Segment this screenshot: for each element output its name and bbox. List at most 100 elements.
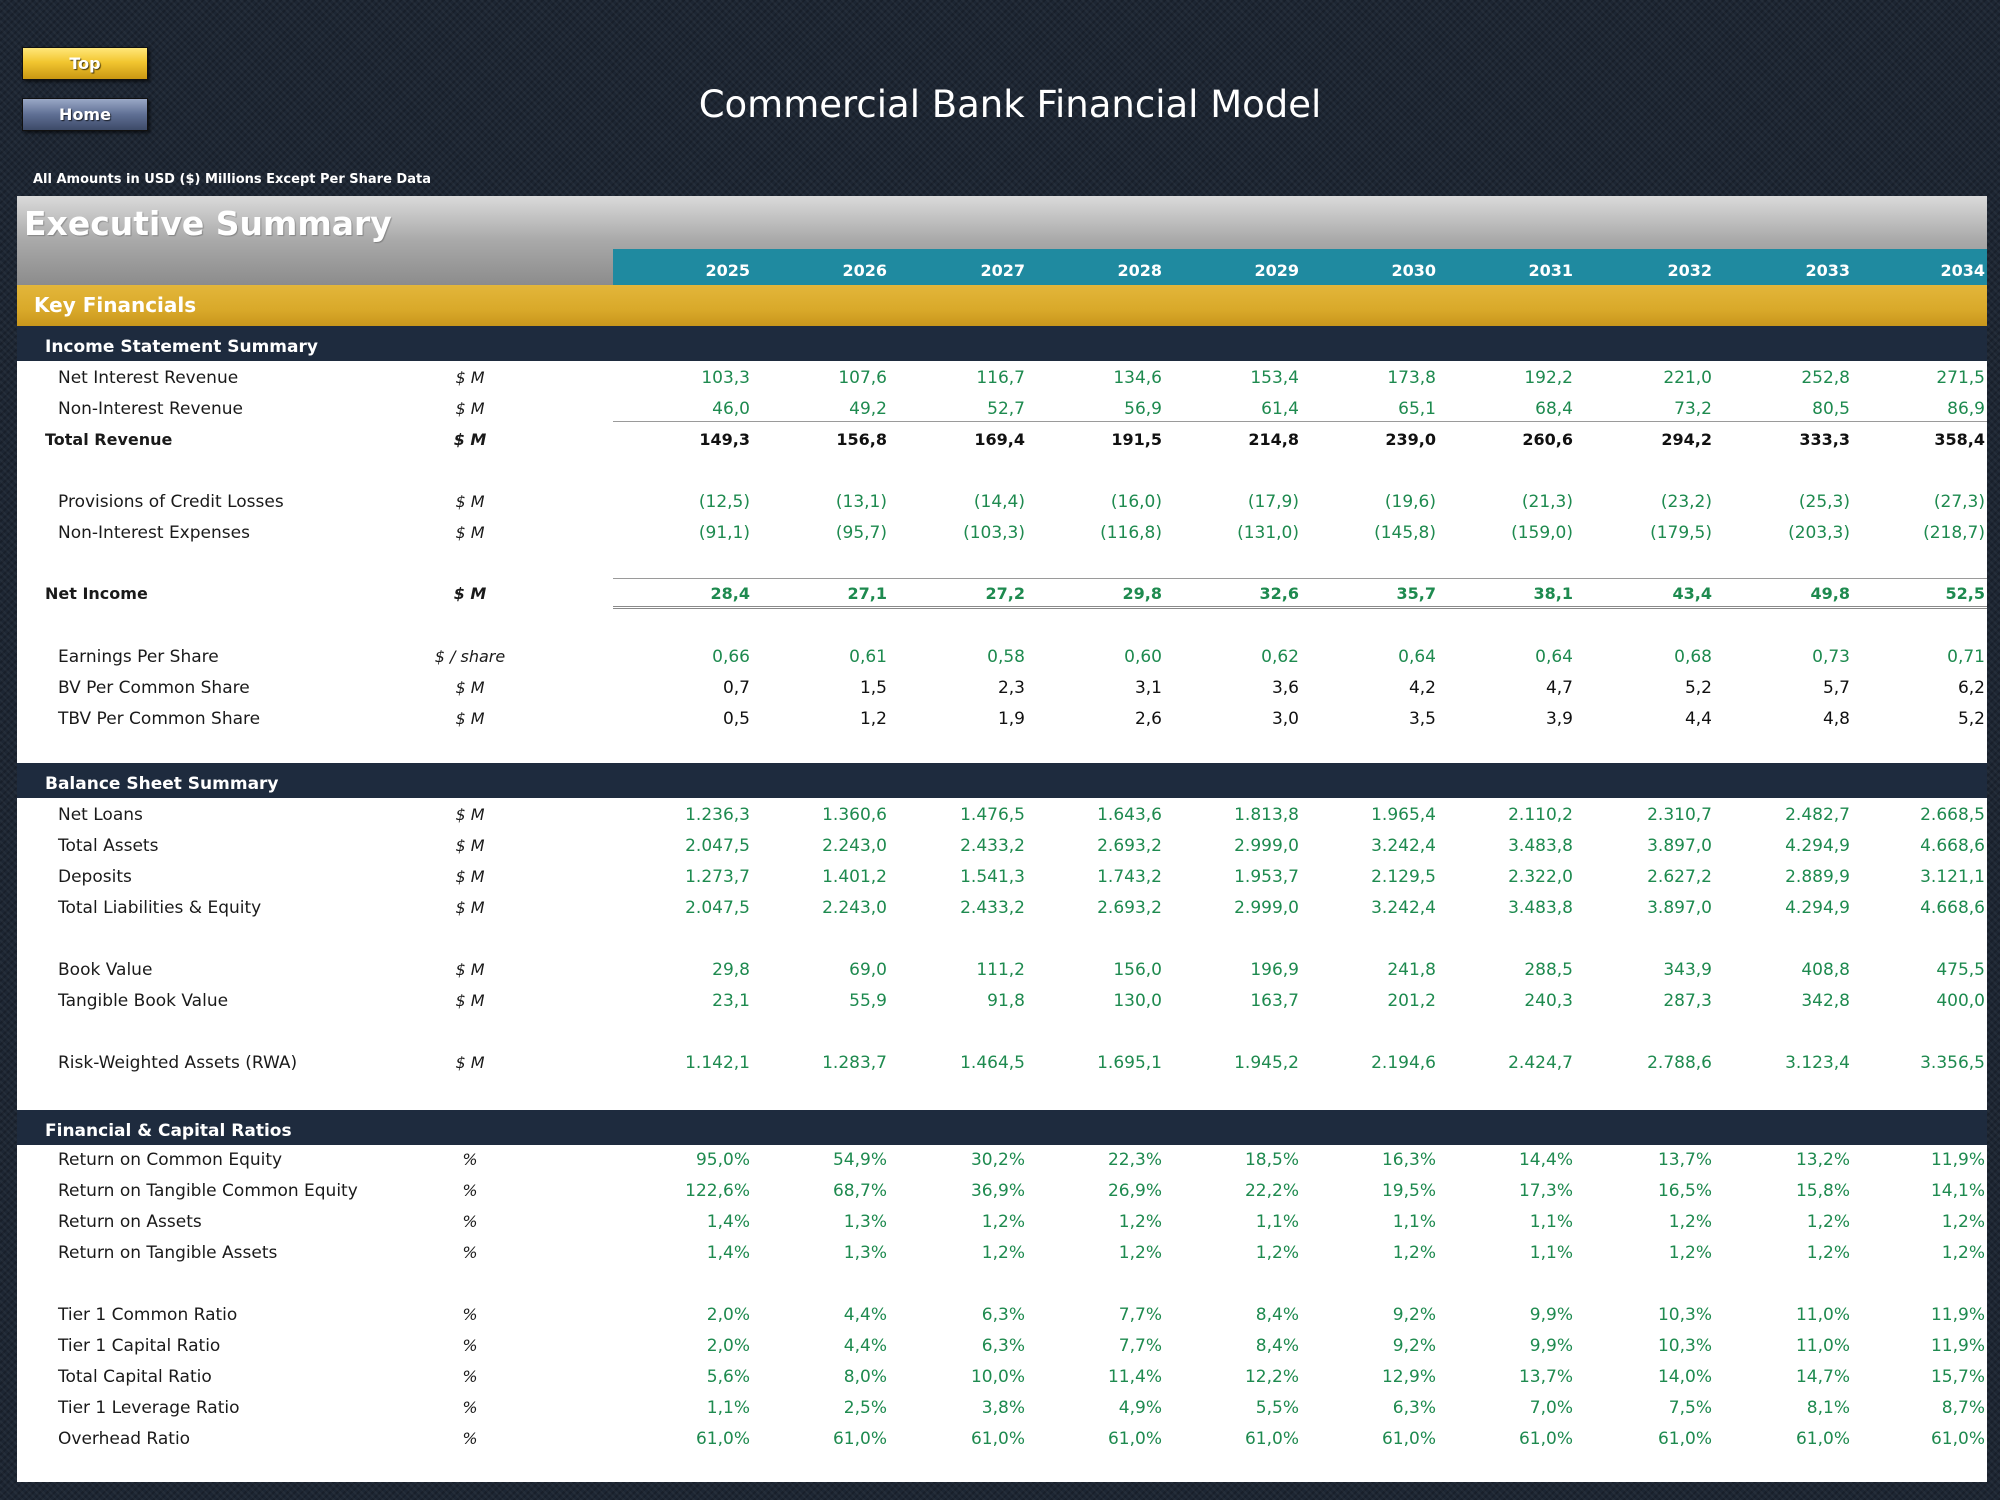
- value-cell[interactable]: 163,7: [1250, 991, 1299, 1011]
- value-cell[interactable]: 1,2%: [981, 1243, 1025, 1263]
- value-cell[interactable]: 134,6: [1113, 368, 1162, 388]
- value-cell[interactable]: (12,5): [698, 492, 750, 512]
- value-cell[interactable]: 7,5%: [1668, 1398, 1712, 1418]
- value-cell[interactable]: 0,61: [849, 647, 887, 667]
- value-cell[interactable]: 241,8: [1387, 960, 1436, 980]
- value-cell[interactable]: 10,3%: [1657, 1305, 1712, 1325]
- value-cell[interactable]: 18,5%: [1244, 1150, 1299, 1170]
- value-cell[interactable]: 4,8: [1822, 709, 1850, 729]
- value-cell[interactable]: 4,4%: [843, 1336, 887, 1356]
- value-cell[interactable]: 2,3: [997, 678, 1025, 698]
- value-cell[interactable]: 1.273,7: [685, 867, 750, 887]
- value-cell[interactable]: 6,3%: [1392, 1398, 1436, 1418]
- value-cell[interactable]: (23,2): [1660, 492, 1712, 512]
- value-cell[interactable]: 260,6: [1522, 430, 1573, 449]
- value-cell[interactable]: 3,6: [1271, 678, 1299, 698]
- value-cell[interactable]: 239,0: [1385, 430, 1436, 449]
- value-cell[interactable]: 9,9%: [1529, 1305, 1573, 1325]
- value-cell[interactable]: 5,2: [1957, 709, 1985, 729]
- value-cell[interactable]: 2.889,9: [1785, 867, 1850, 887]
- value-cell[interactable]: 1.743,2: [1097, 867, 1162, 887]
- value-cell[interactable]: 6,2: [1957, 678, 1985, 698]
- value-cell[interactable]: 68,4: [1535, 399, 1573, 419]
- value-cell[interactable]: (91,1): [698, 523, 750, 543]
- value-cell[interactable]: 2.047,5: [685, 898, 750, 918]
- value-cell[interactable]: 2.243,0: [822, 836, 887, 856]
- value-cell[interactable]: 2,0%: [706, 1305, 750, 1325]
- value-cell[interactable]: 2.243,0: [822, 898, 887, 918]
- value-cell[interactable]: 2,0%: [706, 1336, 750, 1356]
- value-cell[interactable]: 1,5: [859, 678, 887, 698]
- value-cell[interactable]: 5,7: [1822, 678, 1850, 698]
- value-cell[interactable]: (21,3): [1521, 492, 1573, 512]
- value-cell[interactable]: 1,2%: [1668, 1243, 1712, 1263]
- value-cell[interactable]: 16,5%: [1657, 1181, 1712, 1201]
- value-cell[interactable]: 36,9%: [970, 1181, 1025, 1201]
- value-cell[interactable]: 27,1: [847, 584, 887, 603]
- value-cell[interactable]: 475,5: [1936, 960, 1985, 980]
- value-cell[interactable]: 2.999,0: [1234, 836, 1299, 856]
- value-cell[interactable]: 27,2: [985, 584, 1025, 603]
- value-cell[interactable]: 30,2%: [970, 1150, 1025, 1170]
- value-cell[interactable]: 1.142,1: [685, 1053, 750, 1073]
- value-cell[interactable]: 52,5: [1945, 584, 1985, 603]
- value-cell[interactable]: 13,2%: [1795, 1150, 1850, 1170]
- value-cell[interactable]: 61,0%: [1657, 1429, 1712, 1449]
- value-cell[interactable]: 1.541,3: [960, 867, 1025, 887]
- value-cell[interactable]: 1.360,6: [822, 805, 887, 825]
- value-cell[interactable]: 2.322,0: [1508, 867, 1573, 887]
- value-cell[interactable]: 2.433,2: [960, 898, 1025, 918]
- value-cell[interactable]: 11,0%: [1795, 1305, 1850, 1325]
- value-cell[interactable]: 252,8: [1801, 368, 1850, 388]
- value-cell[interactable]: 15,8%: [1795, 1181, 1850, 1201]
- value-cell[interactable]: 153,4: [1250, 368, 1299, 388]
- value-cell[interactable]: 61,0%: [970, 1429, 1025, 1449]
- value-cell[interactable]: 1,2%: [1118, 1212, 1162, 1232]
- value-cell[interactable]: 107,6: [838, 368, 887, 388]
- value-cell[interactable]: 3.242,4: [1371, 898, 1436, 918]
- value-cell[interactable]: (131,0): [1237, 523, 1299, 543]
- value-cell[interactable]: 4,9%: [1118, 1398, 1162, 1418]
- value-cell[interactable]: 1,3%: [843, 1212, 887, 1232]
- value-cell[interactable]: 5,6%: [706, 1367, 750, 1387]
- value-cell[interactable]: 43,4: [1672, 584, 1712, 603]
- value-cell[interactable]: 61,0%: [1795, 1429, 1850, 1449]
- value-cell[interactable]: 3.123,4: [1785, 1053, 1850, 1073]
- value-cell[interactable]: (25,3): [1798, 492, 1850, 512]
- value-cell[interactable]: 3.242,4: [1371, 836, 1436, 856]
- value-cell[interactable]: 68,7%: [832, 1181, 887, 1201]
- value-cell[interactable]: 1.965,4: [1371, 805, 1436, 825]
- value-cell[interactable]: 32,6: [1259, 584, 1299, 603]
- value-cell[interactable]: 7,0%: [1529, 1398, 1573, 1418]
- value-cell[interactable]: 111,2: [976, 960, 1025, 980]
- value-cell[interactable]: 2.999,0: [1234, 898, 1299, 918]
- value-cell[interactable]: 2.310,7: [1647, 805, 1712, 825]
- value-cell[interactable]: (13,1): [835, 492, 887, 512]
- value-cell[interactable]: 191,5: [1111, 430, 1162, 449]
- value-cell[interactable]: 12,2%: [1244, 1367, 1299, 1387]
- value-cell[interactable]: 1,1%: [1255, 1212, 1299, 1232]
- value-cell[interactable]: 4.668,6: [1920, 836, 1985, 856]
- value-cell[interactable]: 22,2%: [1244, 1181, 1299, 1201]
- value-cell[interactable]: 2.693,2: [1097, 898, 1162, 918]
- value-cell[interactable]: 1.236,3: [685, 805, 750, 825]
- value-cell[interactable]: 0,64: [1398, 647, 1436, 667]
- value-cell[interactable]: 4.668,6: [1920, 898, 1985, 918]
- value-cell[interactable]: 3.356,5: [1920, 1053, 1985, 1073]
- value-cell[interactable]: 61,0%: [1244, 1429, 1299, 1449]
- value-cell[interactable]: 28,4: [710, 584, 750, 603]
- value-cell[interactable]: 16,3%: [1381, 1150, 1436, 1170]
- value-cell[interactable]: 22,3%: [1107, 1150, 1162, 1170]
- value-cell[interactable]: 3.897,0: [1647, 836, 1712, 856]
- value-cell[interactable]: 29,8: [712, 960, 750, 980]
- value-cell[interactable]: 0,5: [722, 709, 750, 729]
- value-cell[interactable]: 9,2%: [1392, 1336, 1436, 1356]
- value-cell[interactable]: 8,4%: [1255, 1336, 1299, 1356]
- value-cell[interactable]: 122,6%: [685, 1181, 750, 1201]
- value-cell[interactable]: 288,5: [1524, 960, 1573, 980]
- value-cell[interactable]: (27,3): [1933, 492, 1985, 512]
- value-cell[interactable]: 156,0: [1113, 960, 1162, 980]
- value-cell[interactable]: 287,3: [1663, 991, 1712, 1011]
- value-cell[interactable]: 6,3%: [981, 1305, 1025, 1325]
- value-cell[interactable]: 0,71: [1947, 647, 1985, 667]
